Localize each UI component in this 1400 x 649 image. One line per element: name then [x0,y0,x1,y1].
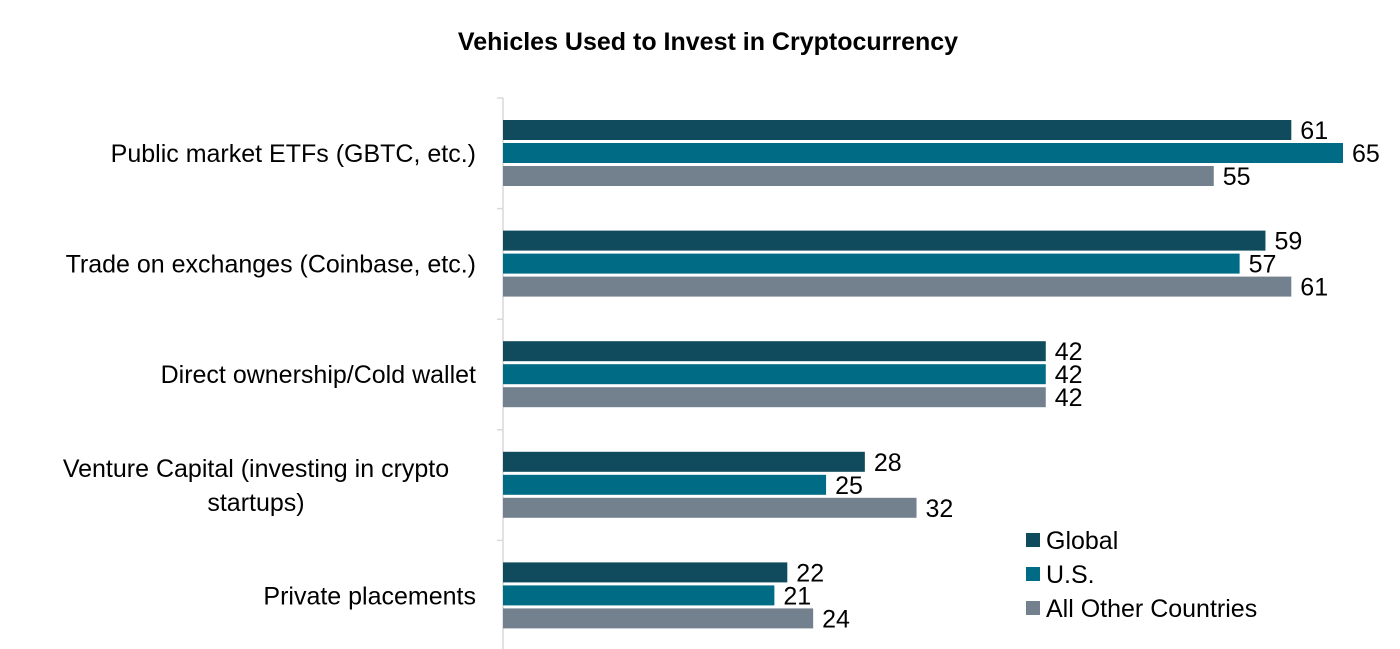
data-label-global: 22 [796,559,824,587]
bar-u-s [503,364,1046,385]
data-label-all-other-countries: 55 [1223,163,1251,191]
data-label-global: 28 [874,449,902,477]
legend-swatch [1026,567,1040,581]
data-label-all-other-countries: 24 [822,605,850,633]
category-labels: Public market ETFs (GBTC, etc.) Trade on … [63,140,476,610]
bar-global [503,451,865,472]
data-label-all-other-countries: 61 [1300,274,1328,302]
chart-title: Vehicles Used to Invest in Cryptocurrenc… [458,28,958,56]
data-label-global: 59 [1274,228,1302,256]
data-label-all-other-countries: 42 [1055,384,1083,412]
legend-label: All Other Countries [1046,595,1257,623]
bar-all-other-countries [503,387,1046,408]
category-label-line: startups) [207,489,304,517]
data-label-u-s: 65 [1352,140,1380,168]
data-label-global: 42 [1055,338,1083,366]
legend-item-u-s: U.S. [1026,561,1095,589]
category-label-line: Venture Capital (investing in crypto [63,455,449,483]
data-label-global: 61 [1300,117,1328,145]
bar-all-other-countries [503,497,917,518]
bar-u-s [503,474,827,495]
bar-global [503,562,788,583]
data-label-u-s: 25 [835,472,863,500]
bars [503,120,1343,629]
category-label: Private placements [263,582,476,610]
bar-u-s [503,253,1240,274]
data-label-all-other-countries: 32 [926,495,954,523]
data-label-u-s: 21 [783,582,811,610]
bar-all-other-countries [503,276,1292,297]
bar-u-s [503,143,1343,163]
bar-global [503,341,1046,362]
legend-item-global: Global [1026,527,1118,555]
legend-item-all-other-countries: All Other Countries [1026,595,1257,623]
legend-swatch [1026,533,1040,547]
category-axis [497,97,504,649]
legend: Global U.S. All Other Countries [1026,527,1257,623]
bar-all-other-countries [503,608,814,629]
legend-swatch [1026,601,1040,615]
legend-label: U.S. [1046,561,1095,589]
bar-global [503,230,1266,251]
category-label: Direct ownership/Cold wallet [161,361,476,389]
bar-all-other-countries [503,166,1214,186]
bar-global [503,120,1292,140]
category-label: Trade on exchanges (Coinbase, etc.) [66,251,476,279]
category-label: Venture Capital (investing in crypto star… [63,455,449,517]
data-label-u-s: 42 [1055,361,1083,389]
category-label: Public market ETFs (GBTC, etc.) [111,140,476,168]
data-label-u-s: 57 [1249,251,1277,279]
legend-label: Global [1046,527,1118,555]
bar-u-s [503,585,775,606]
